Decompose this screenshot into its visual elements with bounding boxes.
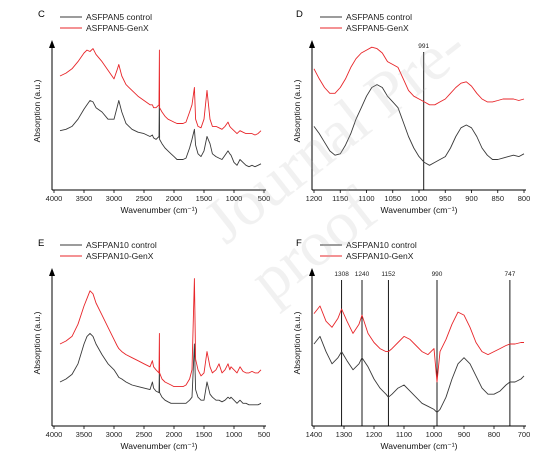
x-tick-label: 1100 xyxy=(396,430,412,439)
x-tick-label: 850 xyxy=(491,194,504,203)
x-tick-label: 500 xyxy=(258,430,271,439)
series-line-genx xyxy=(59,48,262,136)
y-axis-arrowhead-icon xyxy=(309,40,315,48)
series-line-genx xyxy=(59,278,262,388)
x-tick-label: 800 xyxy=(488,430,501,439)
x-axis-title: Wavenumber (cm⁻¹) xyxy=(121,205,198,215)
x-tick-label: 1100 xyxy=(358,194,374,203)
y-axis-title: Absorption (a.u.) xyxy=(292,311,302,374)
series-line-control xyxy=(59,89,262,168)
x-tick-label: 1400 xyxy=(306,430,323,439)
legend-entry: ASFPAN10-GenX xyxy=(346,251,414,261)
x-tick-label: 700 xyxy=(518,430,531,439)
x-tick-label: 4000 xyxy=(46,194,63,203)
panel-c: C 4000 3500 3000 2500 2000 1500 1000 500 Wavenumb… xyxy=(32,9,270,215)
x-tick-label: 1050 xyxy=(384,194,401,203)
x-tick-label: 2000 xyxy=(166,430,183,439)
panel-f: F 1400 1300 1200 1100 1000 900 800 700 Wavenumber… xyxy=(292,238,530,451)
series-line-control xyxy=(313,84,525,166)
x-tick-label: 1300 xyxy=(336,430,353,439)
y-axis-title: Absorption (a.u.) xyxy=(32,79,42,142)
panel-letter: C xyxy=(38,9,45,20)
x-axis-title: Wavenumber (cm⁻¹) xyxy=(381,441,458,451)
marker-label: 990 xyxy=(432,271,443,278)
panel-letter: E xyxy=(38,238,44,249)
x-tick-label: 500 xyxy=(258,194,271,203)
panel-d: D 1200 1150 1100 1050 1000 950 900 850 800 Wavenum… xyxy=(292,9,530,215)
x-tick-label: 1150 xyxy=(332,194,348,203)
y-axis-arrowhead-icon xyxy=(49,268,55,276)
x-tick-label: 3500 xyxy=(76,430,93,439)
x-tick-label: 3000 xyxy=(106,430,123,439)
marker-label: 1240 xyxy=(355,271,370,278)
panel-letter: F xyxy=(296,238,302,249)
series-line-control xyxy=(313,335,525,413)
x-tick-label: 1200 xyxy=(306,194,323,203)
x-tick-label: 2500 xyxy=(136,430,153,439)
x-tick-label: 3000 xyxy=(106,194,123,203)
x-tick-label: 2000 xyxy=(166,194,183,203)
x-tick-label: 1000 xyxy=(426,430,443,439)
legend-entry: ASFPAN10 control xyxy=(346,240,417,250)
x-tick-label: 3500 xyxy=(76,194,93,203)
x-tick-label: 1500 xyxy=(196,194,213,203)
series-line-genx xyxy=(313,46,525,106)
panel-letter: D xyxy=(296,9,303,20)
y-axis-arrowhead-icon xyxy=(309,268,315,276)
y-axis-title: Absorption (a.u.) xyxy=(292,79,302,142)
marker-label: 1152 xyxy=(381,271,395,278)
x-tick-label: 800 xyxy=(518,194,531,203)
x-tick-label: 900 xyxy=(465,194,478,203)
x-tick-label: 900 xyxy=(458,430,471,439)
x-tick-label: 950 xyxy=(439,194,452,203)
series-line-genx xyxy=(313,305,524,383)
panel-e: E 4000 3500 3000 2500 2000 1500 1000 500 Wavenumb… xyxy=(32,238,270,451)
x-tick-label: 1000 xyxy=(226,430,243,439)
marker-label: 991 xyxy=(418,43,429,50)
x-tick-label: 4000 xyxy=(46,430,63,439)
legend-entry: ASFPAN10-GenX xyxy=(86,251,154,261)
legend-entry: ASFPAN10 control xyxy=(86,240,157,250)
legend-entry: ASFPAN5 control xyxy=(86,12,152,22)
marker-label: 1308 xyxy=(334,271,349,278)
marker-label: 747 xyxy=(504,271,515,278)
x-axis-title: Wavenumber (cm⁻¹) xyxy=(381,205,458,215)
legend-entry: ASFPAN5-GenX xyxy=(346,23,409,33)
x-tick-label: 1500 xyxy=(196,430,213,439)
series-line-control xyxy=(59,332,262,406)
legend-entry: ASFPAN5-GenX xyxy=(86,23,149,33)
x-tick-label: 2500 xyxy=(136,194,153,203)
x-tick-label: 1000 xyxy=(226,194,243,203)
y-axis-arrowhead-icon xyxy=(49,40,55,48)
legend-entry: ASFPAN5 control xyxy=(346,12,412,22)
x-axis-title: Wavenumber (cm⁻¹) xyxy=(121,441,198,451)
x-tick-label: 1200 xyxy=(366,430,383,439)
x-tick-label: 1000 xyxy=(411,194,428,203)
y-axis-title: Absorption (a.u.) xyxy=(32,311,42,374)
